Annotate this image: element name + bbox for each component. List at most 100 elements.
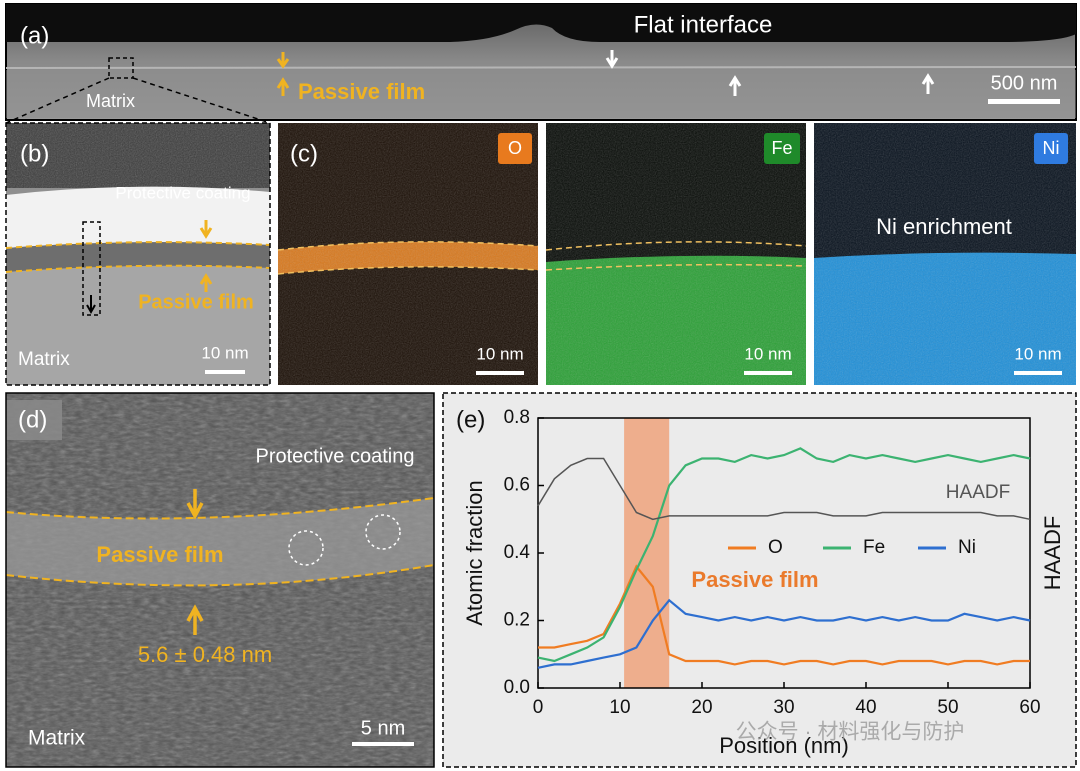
scale-label: 10 nm (1014, 344, 1061, 363)
x-tick-label: 10 (609, 697, 630, 718)
coating-region (6, 4, 1076, 42)
panel-a: (a) Flat interface Passive film Matrix 5… (5, 3, 1077, 124)
annotation: Passive film (138, 291, 254, 313)
annotation: Protective coating (115, 183, 250, 202)
annotation: Protective coating (256, 445, 415, 467)
element-label: Ni (1043, 138, 1060, 158)
arrow (276, 77, 290, 96)
panel-label: (a) (20, 22, 49, 49)
legend-label: O (768, 537, 783, 558)
scale-bar (1014, 371, 1062, 375)
element-tag (764, 133, 800, 164)
scale-bar (352, 742, 414, 746)
panel-frame (5, 392, 435, 768)
x-tick-label: 20 (691, 697, 712, 718)
series-line (537, 447, 1031, 663)
boundary (6, 497, 434, 520)
element-label: O (508, 138, 522, 158)
legend-label: Ni (958, 537, 976, 558)
scale-bar (476, 371, 524, 375)
x-tick-label: 30 (773, 697, 794, 718)
panel-d: (d) Protective coating Passive film 5.6 … (6, 393, 434, 767)
arrow (728, 75, 742, 96)
x-tick-label: 50 (937, 697, 958, 718)
y-tick-label: 0.4 (504, 542, 531, 563)
arrow (86, 295, 96, 315)
series-line (537, 457, 1031, 521)
zoom-box (108, 57, 134, 79)
panel-frame (442, 392, 1077, 768)
panel-label: (d) (18, 406, 47, 433)
series-line (537, 598, 1031, 669)
element-label: Fe (771, 138, 792, 158)
scale-label: 10 nm (476, 344, 523, 363)
watermark: 公众号 · 材料强化与防护 (736, 721, 965, 744)
annotation: 5.6 ± 0.48 nm (138, 642, 272, 667)
texture (278, 123, 538, 385)
boundary (6, 264, 270, 273)
panel-label: (e) (456, 406, 485, 433)
annotation: Matrix (18, 349, 70, 370)
element-tag (498, 133, 532, 164)
y-tick-label: 0.6 (504, 475, 530, 496)
scale-label: 10 nm (744, 344, 791, 363)
panel-frame (5, 122, 271, 386)
line-scan-box (82, 221, 101, 316)
film-band (6, 242, 270, 272)
panel-b: (b) Protective coating Passive film Matr… (6, 123, 270, 385)
series-line (538, 564, 1030, 666)
zoom-line (132, 77, 271, 124)
x-tick-label: 0 (533, 697, 544, 718)
annotation: Matrix (28, 727, 86, 750)
scale-label: 10 nm (201, 343, 248, 362)
scale-bar (988, 99, 1060, 104)
panel-label: (c) (290, 140, 318, 167)
y-axis-title: Atomic fraction (462, 480, 487, 626)
y2-axis-title: HAADF (1040, 516, 1065, 591)
panel-c: (c) O Fe Ni Ni enrichment 10 nm 10 nm 10… (277, 123, 1076, 385)
scale-bar (205, 370, 245, 374)
annotation: Ni enrichment (876, 214, 1012, 239)
x-tick-label: 60 (1019, 697, 1040, 718)
boundary (545, 241, 807, 271)
arrow (186, 604, 204, 635)
boundary (6, 241, 270, 249)
boundary (6, 564, 434, 587)
panel-e: (e) Atomic fraction Position (nm) HAADF … (442, 392, 1077, 768)
line-label: HAADF (946, 482, 1010, 503)
panel-label: (b) (20, 140, 49, 167)
y-tick-label: 0.0 (504, 677, 530, 698)
shaded-span (624, 418, 670, 688)
texture (6, 123, 270, 188)
film-band (6, 498, 434, 586)
film-line (5, 66, 1077, 69)
matrix-region (6, 70, 1076, 118)
zoom-line (5, 77, 110, 124)
circle-marker (365, 514, 401, 550)
x-tick-label: 40 (855, 697, 876, 718)
arrow (921, 73, 935, 94)
texture (546, 123, 806, 385)
scale-label: 500 nm (991, 72, 1058, 94)
texture (814, 123, 1076, 385)
matrix-region (6, 265, 270, 385)
annotation: Passive film (691, 567, 818, 592)
annotation: Passive film (298, 79, 425, 104)
y-tick-label: 0.2 (504, 610, 530, 631)
arrow (276, 52, 290, 69)
arrow (199, 220, 213, 239)
element-tag (1034, 133, 1068, 164)
y-tick-label: 0.8 (504, 407, 530, 428)
arrow (186, 489, 204, 520)
annotation: Matrix (86, 91, 135, 111)
scale-bar (744, 371, 792, 375)
x-axis-title: Position (nm) (719, 733, 849, 758)
boundary (277, 241, 539, 275)
scale-label: 5 nm (361, 717, 405, 739)
label-box (6, 400, 62, 440)
circle-marker (288, 530, 324, 566)
legend-label: Fe (863, 537, 885, 558)
annotation: Flat interface (634, 11, 773, 38)
